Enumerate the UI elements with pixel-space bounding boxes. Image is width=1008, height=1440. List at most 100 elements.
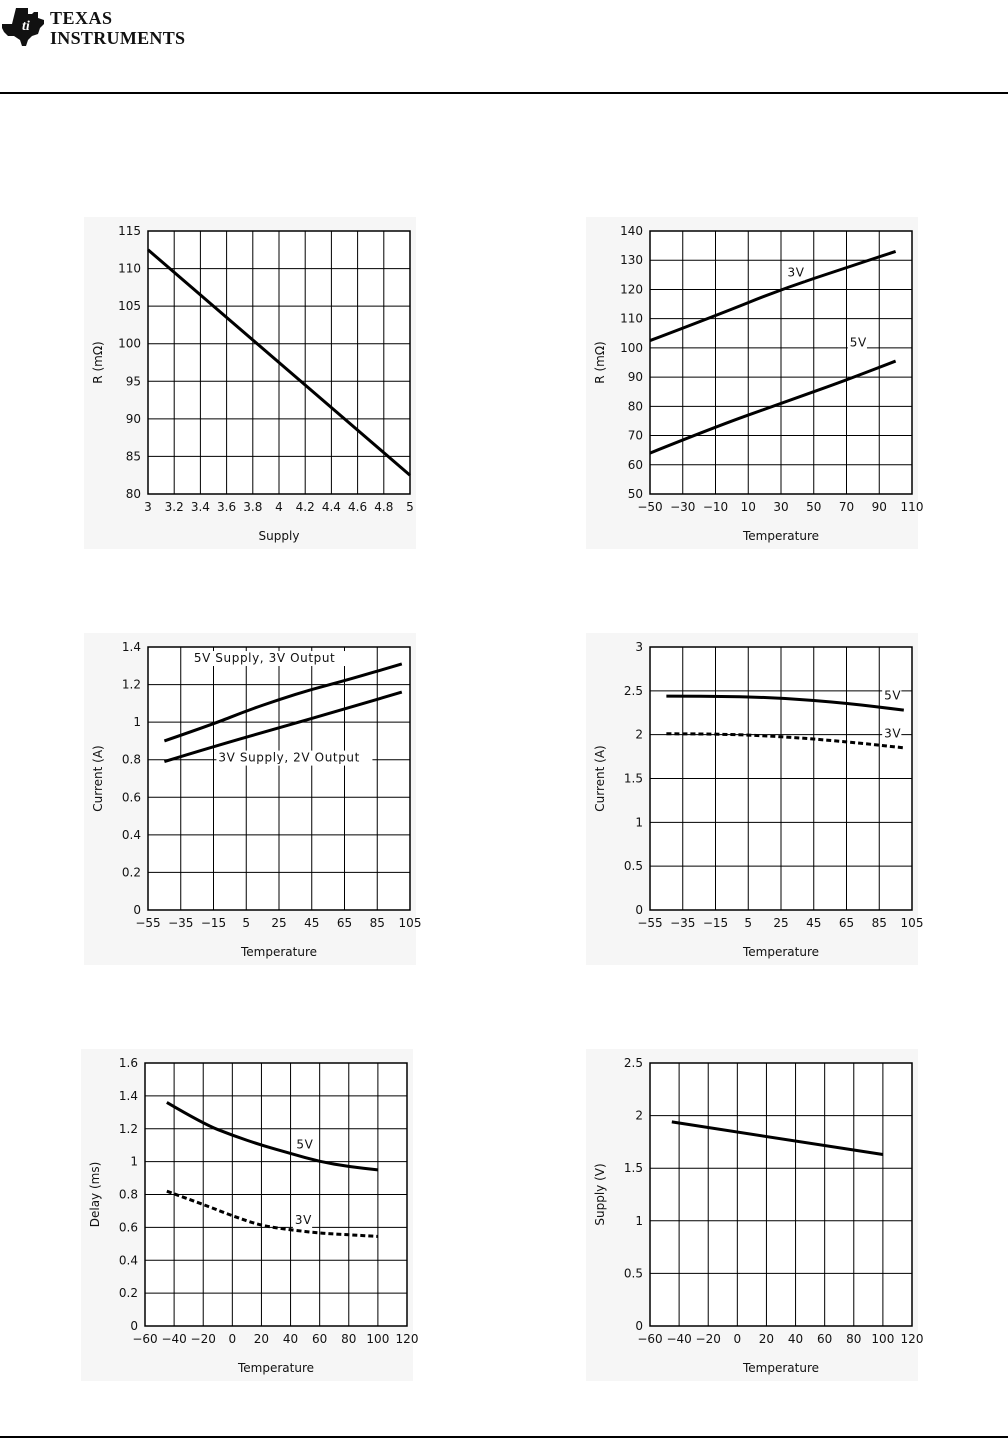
y-tick-label: 90	[126, 412, 141, 426]
x-tick-label: 20	[254, 1332, 269, 1346]
y-tick-label: 1.4	[122, 640, 141, 654]
x-tick-label: 20	[759, 1332, 774, 1346]
series-line-3v	[666, 732, 904, 750]
x-tick-label: −50	[637, 500, 662, 514]
y-tick-label: 70	[628, 429, 643, 443]
x-tick-label: 25	[271, 916, 286, 930]
y-tick-label: 1	[635, 815, 643, 829]
series-line-3v-supply-2v-output	[163, 690, 403, 764]
x-tick-label: 85	[370, 916, 385, 930]
y-tick-label: 80	[126, 487, 141, 501]
x-tick-label: 3	[144, 500, 152, 514]
y-tick-label: 0	[635, 1319, 643, 1333]
chart-5: −60 −40 −20 0 20 40 60 80 100 120 0 0.2 0.4 0.6 0.8 1 1.…	[81, 1049, 421, 1389]
series-line-5v-supply-3v-output	[163, 662, 403, 743]
x-tick-label: 25	[773, 916, 788, 930]
y-tick-label: 1.5	[624, 1161, 643, 1175]
y-tick-label: 80	[628, 399, 643, 413]
chart-svg: −55 −35 −15 5 25 45 65 85 105 0 0.2 0.4 0.6 0.8 1 1.2 1.…	[84, 633, 422, 965]
x-tick-label: 60	[817, 1332, 832, 1346]
y-tick-label: 0.6	[119, 1220, 138, 1234]
y-axis-label: R (mΩ)	[91, 341, 105, 383]
x-tick-label: 120	[396, 1332, 419, 1346]
series-line-5v	[166, 1101, 379, 1172]
y-tick-label: 2.5	[624, 1056, 643, 1070]
y-tick-label: 2	[635, 1109, 643, 1123]
y-tick-label: 0.5	[624, 859, 643, 873]
x-tick-label: −35	[168, 916, 193, 930]
y-tick-label: 100	[118, 337, 141, 351]
x-tick-label: −10	[703, 500, 728, 514]
x-tick-label: 80	[846, 1332, 861, 1346]
x-axis-label: Temperature	[742, 1361, 819, 1375]
x-axis-label: Temperature	[742, 945, 819, 959]
y-tick-label: 0.8	[122, 753, 141, 767]
y-tick-label: 0.5	[624, 1266, 643, 1280]
x-tick-label: 3.4	[191, 500, 210, 514]
y-tick-label: 0	[130, 1319, 138, 1333]
x-axis-label: Temperature	[237, 1361, 314, 1375]
x-tick-label: −15	[703, 916, 728, 930]
series-label: 5V	[884, 689, 901, 703]
y-tick-label: 0	[635, 903, 643, 917]
chart-svg: −50 −30 −10 10 30 50 70 90 110 50 60 70 80 90 100 110 12…	[586, 217, 924, 549]
x-tick-label: −20	[191, 1332, 216, 1346]
x-tick-label: 65	[337, 916, 352, 930]
x-tick-label: 0	[734, 1332, 742, 1346]
header-rule	[0, 92, 1008, 94]
x-axis-label: Temperature	[742, 529, 819, 543]
y-tick-label: 2	[635, 728, 643, 742]
y-tick-label: 2.5	[624, 684, 643, 698]
plot-area	[649, 1062, 913, 1327]
series-line-3v	[649, 250, 897, 342]
chart-6: −60 −40 −20 0 20 40 60 80 100 120 0 0.5 1 1.5 2 2.5 Temp…	[586, 1049, 926, 1389]
chart-svg: −60 −40 −20 0 20 40 60 80 100 120 0 0.2 0.4 0.6 0.8 1 1.…	[81, 1049, 419, 1381]
x-tick-label: 5	[406, 500, 414, 514]
y-tick-label: 0.2	[122, 865, 141, 879]
x-tick-label: 85	[872, 916, 887, 930]
x-tick-label: 100	[871, 1332, 894, 1346]
series-label: 3V	[884, 726, 901, 740]
y-tick-label: 1.2	[122, 678, 141, 692]
x-tick-label: −40	[666, 1332, 691, 1346]
x-tick-label: 10	[741, 500, 756, 514]
y-tick-label: 3	[635, 640, 643, 654]
y-tick-label: 100	[620, 341, 643, 355]
y-tick-label: 110	[118, 262, 141, 276]
series-label: 5V Supply, 3V Output	[194, 651, 336, 665]
x-tick-label: 100	[366, 1332, 389, 1346]
y-tick-label: 90	[628, 370, 643, 384]
series-label-bg	[785, 265, 805, 281]
y-axis-label: Supply (V)	[593, 1163, 607, 1225]
y-tick-label: 105	[118, 299, 141, 313]
x-tick-label: −55	[637, 916, 662, 930]
y-tick-label: 0.4	[122, 828, 141, 842]
series-line-3v	[166, 1189, 378, 1238]
footer-rule	[0, 1436, 1008, 1438]
series-label-bg	[294, 1137, 314, 1153]
x-tick-label: 45	[806, 916, 821, 930]
svg-text:ti: ti	[22, 19, 30, 34]
series-label: 3V Supply, 2V Output	[218, 751, 360, 765]
x-tick-label: 40	[788, 1332, 803, 1346]
x-tick-label: 0	[229, 1332, 237, 1346]
series-label: 5V	[296, 1137, 313, 1151]
x-tick-label: 4.8	[374, 500, 393, 514]
y-tick-label: 1.5	[624, 772, 643, 786]
x-tick-label: 110	[901, 500, 924, 514]
y-axis-label: Current (A)	[91, 745, 105, 811]
series-label-bg	[191, 651, 348, 667]
x-tick-label: −60	[637, 1332, 662, 1346]
y-tick-label: 1	[133, 715, 141, 729]
y-tick-label: 0	[133, 903, 141, 917]
x-tick-label: 4.6	[348, 500, 367, 514]
y-axis-label: Current (A)	[593, 745, 607, 811]
y-tick-label: 1	[635, 1214, 643, 1228]
x-tick-label: 3.8	[243, 500, 262, 514]
y-tick-label: 60	[628, 458, 643, 472]
x-tick-label: 105	[399, 916, 422, 930]
chart-4: −55 −35 −15 5 25 45 65 85 105 0 0.5 1 1.5 2 2.5 3 Temper…	[586, 633, 926, 973]
ti-state-logo-icon: ti	[2, 8, 44, 46]
series-label-bg	[292, 1213, 313, 1229]
y-tick-label: 1	[130, 1155, 138, 1169]
